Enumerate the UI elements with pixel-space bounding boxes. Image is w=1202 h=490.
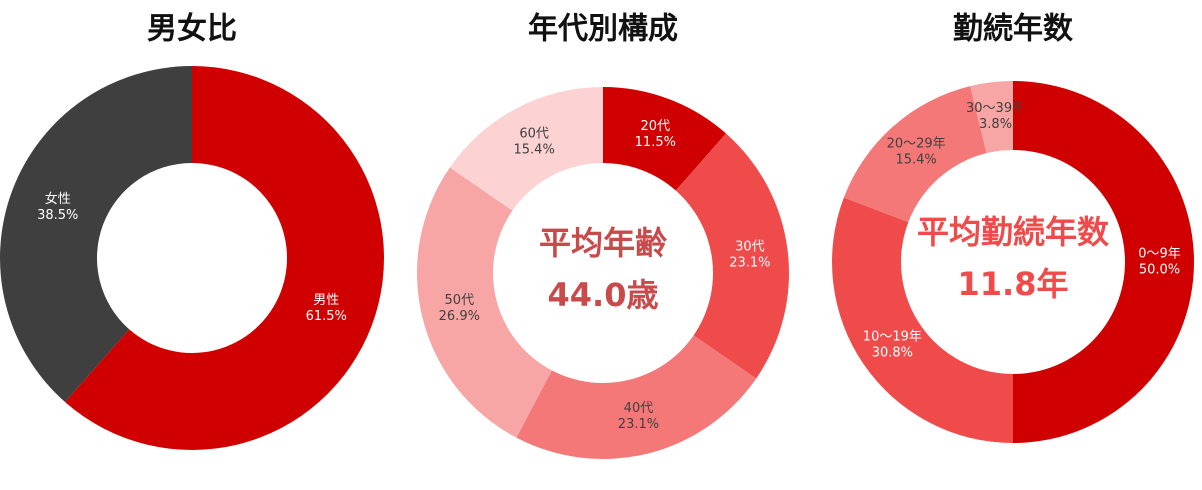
center-label: 平均年齢 xyxy=(539,224,667,262)
slice xyxy=(0,66,192,403)
slice-value-label: 15.4% xyxy=(895,153,936,168)
slice-value-label: 26.9% xyxy=(439,309,480,324)
slice xyxy=(831,197,1013,443)
slice xyxy=(516,335,757,460)
slice-category: 0〜9年 xyxy=(1138,247,1181,262)
slice-category: 30代 xyxy=(735,239,765,254)
slice xyxy=(1013,81,1194,443)
slice-value-label: 11.5% xyxy=(635,135,676,150)
slice xyxy=(449,87,603,211)
slice-category: 20代 xyxy=(641,119,671,134)
slice-value-label: 3.8% xyxy=(979,117,1012,132)
chart-title: 男女比 xyxy=(147,12,237,47)
slice-value-label: 50.0% xyxy=(1139,263,1180,278)
slice-category: 男性 xyxy=(313,293,339,308)
slice xyxy=(970,81,1013,154)
slice xyxy=(65,66,384,450)
slice-category: 女性 xyxy=(45,191,71,207)
center-label: 平均勤続年数 xyxy=(917,213,1110,251)
slice-value-label: 61.5% xyxy=(306,309,347,324)
slice-category: 60代 xyxy=(519,126,549,141)
slice-value-label: 23.1% xyxy=(618,417,659,432)
slice xyxy=(843,86,987,223)
slice xyxy=(675,133,789,379)
center-value: 11.8年 xyxy=(958,265,1069,303)
slice-value-label: 38.5% xyxy=(37,208,78,223)
slice-category: 10〜19年 xyxy=(863,330,922,345)
slice-value-label: 23.1% xyxy=(729,255,770,270)
slice-category: 20〜29年 xyxy=(887,137,946,152)
slice-value-label: 30.8% xyxy=(872,346,913,361)
slice xyxy=(603,87,727,191)
slice-category: 30〜39年 xyxy=(966,101,1025,116)
center-value: 44.0歳 xyxy=(548,276,659,314)
chart-title: 勤続年数 xyxy=(953,12,1074,47)
slice-value-label: 15.4% xyxy=(514,142,555,157)
slice-category: 40代 xyxy=(624,401,654,416)
chart-title: 年代別構成 xyxy=(528,12,678,47)
slice xyxy=(417,167,552,438)
slice-category: 50代 xyxy=(445,293,475,308)
